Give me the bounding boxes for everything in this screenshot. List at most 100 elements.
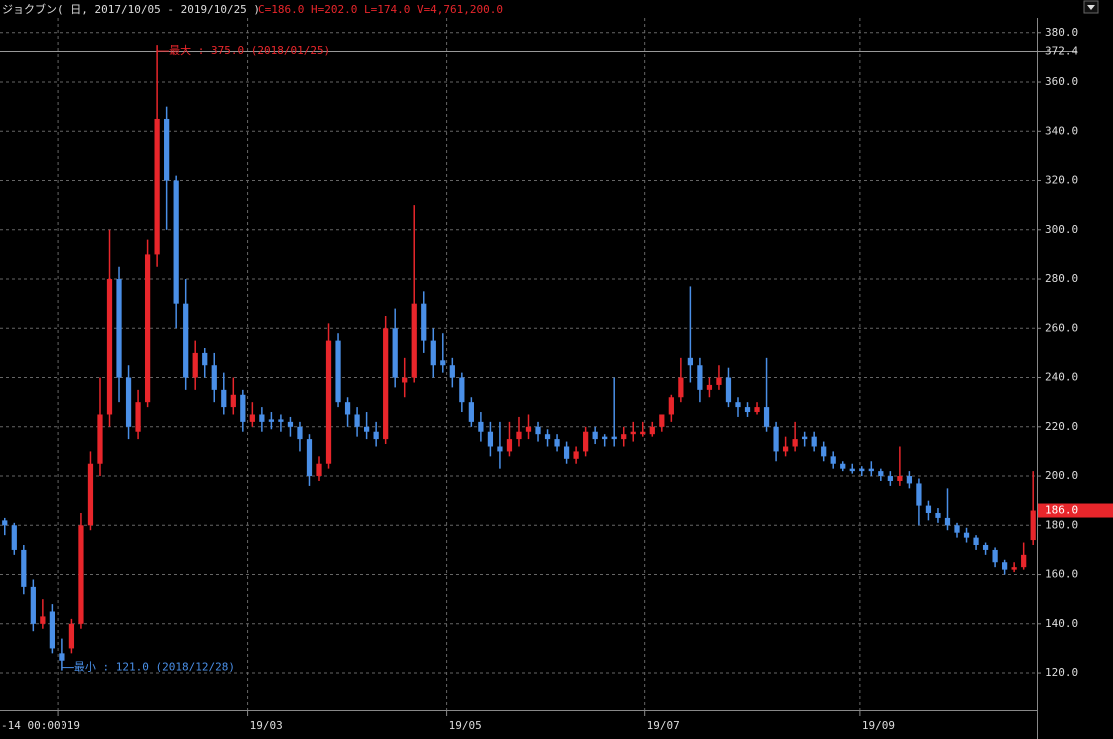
candle-body	[316, 463, 322, 477]
min-annotation: 最小 : 121.0 (2018/12/28)	[74, 661, 235, 674]
candle-body	[440, 360, 446, 366]
candle-body	[97, 414, 103, 464]
candle-body	[173, 180, 179, 304]
y-tick-label: 240.0	[1045, 371, 1078, 384]
candle-body	[516, 431, 522, 440]
candle-body	[687, 357, 693, 366]
candle-body	[87, 463, 94, 526]
candle-body	[706, 384, 713, 390]
candle-body	[363, 426, 370, 432]
candle-body	[916, 483, 922, 506]
candle-body	[468, 402, 474, 422]
candle-body	[954, 525, 960, 533]
last-price-box	[1038, 503, 1113, 518]
candle-body	[21, 549, 27, 587]
candle-body	[59, 653, 65, 661]
candle-body	[354, 414, 360, 427]
candle-body	[383, 328, 389, 440]
y-tick-label: 380.0	[1045, 26, 1078, 39]
candle-body	[573, 451, 579, 459]
candle-body	[535, 426, 541, 435]
candle-body	[154, 118, 160, 255]
candle-body	[135, 402, 141, 432]
candle-body	[849, 468, 855, 472]
candle-body	[754, 407, 760, 413]
candle-body	[821, 446, 827, 457]
candle-body	[925, 505, 932, 513]
x-tick-label: 019	[60, 719, 80, 732]
candle-body	[630, 431, 636, 435]
candle-body	[944, 517, 951, 526]
cursor-label: -14 00:00	[1, 719, 61, 732]
y-tick-label: 180.0	[1045, 518, 1078, 531]
candle-body	[897, 476, 903, 481]
candle-body	[478, 421, 484, 432]
candle-body	[563, 446, 570, 459]
candle-body	[906, 476, 913, 484]
candle-body	[792, 439, 798, 447]
y-tick-label: 260.0	[1045, 321, 1078, 334]
candle-body	[668, 397, 674, 415]
candle-body	[554, 439, 560, 447]
candle-body	[773, 426, 779, 452]
candle-body	[459, 377, 465, 403]
candle-body	[544, 434, 551, 440]
candle-body	[602, 436, 608, 440]
candle-body	[506, 439, 513, 452]
candle-body	[887, 476, 893, 481]
candle-body	[449, 365, 455, 378]
candle-body	[878, 471, 884, 477]
candle-body	[640, 431, 646, 435]
candle-body	[164, 118, 170, 181]
y-tick-label: 280.0	[1045, 272, 1078, 285]
cursor-label-box	[0, 718, 62, 734]
y-tick-label: 120.0	[1045, 666, 1078, 679]
candle-body	[621, 434, 627, 440]
x-tick-label: 19/03	[250, 719, 283, 732]
candle-body	[497, 446, 503, 452]
candle-body	[183, 303, 189, 378]
candle-body	[811, 436, 817, 447]
candle-body	[249, 414, 255, 422]
y-tick-label: 200.0	[1045, 469, 1078, 482]
candle-body	[935, 512, 941, 518]
candle-body	[297, 426, 303, 440]
candle-body	[402, 377, 408, 383]
candle-body	[1002, 562, 1008, 570]
candle-body	[125, 377, 132, 427]
candle-body	[697, 365, 703, 390]
reference-label: 372.4	[1045, 44, 1078, 57]
candle-body	[306, 439, 313, 477]
candle-body	[202, 352, 208, 366]
candle-body	[1011, 567, 1017, 570]
candle-body	[335, 340, 341, 403]
candle-body	[868, 468, 874, 472]
candle-body	[973, 537, 979, 546]
candle-body	[392, 328, 398, 378]
candle-body	[782, 446, 789, 452]
y-tick-label: 300.0	[1045, 223, 1078, 236]
chart-subtitle: C=186.0 H=202.0 L=174.0 V=4,761,200.0	[258, 3, 503, 16]
candle-body	[963, 532, 970, 538]
candle-body	[78, 525, 84, 624]
candle-body	[678, 377, 684, 398]
x-tick-label: 19/09	[862, 719, 895, 732]
candle-body	[659, 414, 665, 427]
candle-body	[649, 426, 655, 435]
candle-body	[725, 377, 732, 403]
candle-body	[211, 365, 217, 390]
candle-body	[40, 616, 46, 624]
candle-body	[325, 340, 332, 464]
candle-body	[611, 436, 617, 440]
y-tick-label: 340.0	[1045, 124, 1078, 137]
candle-body	[430, 340, 436, 366]
candle-body	[735, 402, 741, 408]
candle-body	[230, 394, 236, 408]
candle-body	[830, 456, 836, 464]
candle-body	[583, 431, 589, 452]
candle-body	[259, 414, 265, 422]
candle-body	[268, 419, 275, 422]
y-tick-label: 140.0	[1045, 617, 1078, 630]
candle-body	[49, 611, 55, 649]
